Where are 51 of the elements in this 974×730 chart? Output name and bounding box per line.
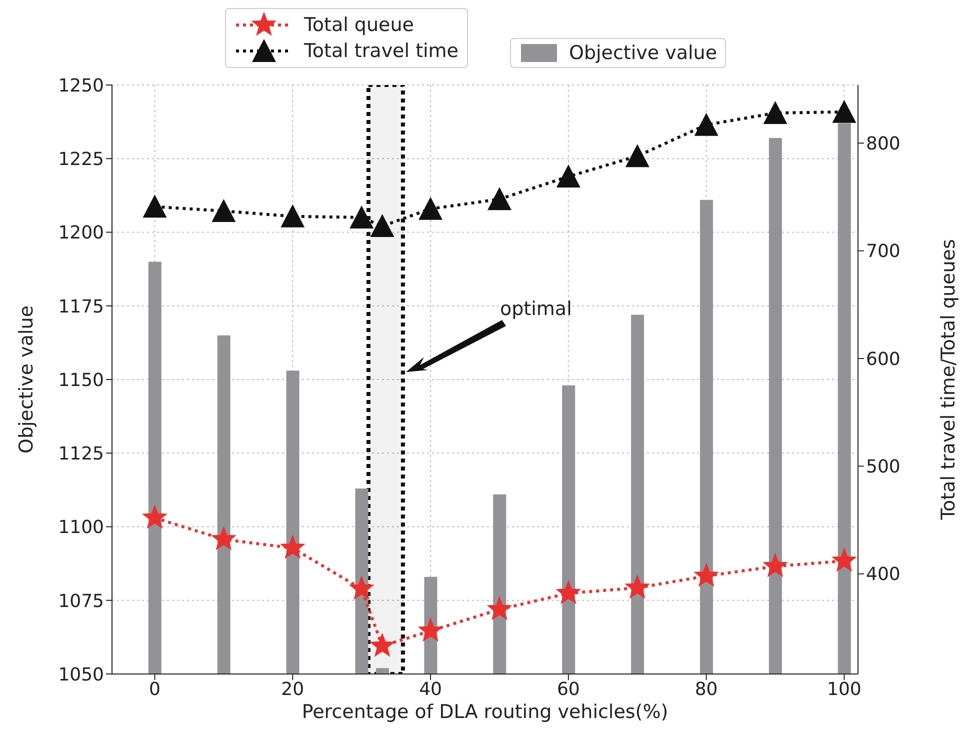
point [212, 198, 236, 222]
y2-tick-label: 700 [866, 241, 900, 262]
point [487, 187, 512, 210]
y-tick-label: 1175 [58, 296, 104, 318]
point [350, 205, 374, 228]
legend-label: Objective value [569, 42, 718, 64]
x-tick-label: 0 [149, 678, 160, 700]
point [832, 100, 856, 123]
x-tick-label: 100 [827, 678, 862, 700]
y2-tick-label: 600 [866, 348, 900, 370]
x-tick-label: 60 [556, 678, 580, 700]
point [694, 112, 718, 136]
y2-tick-label: 800 [866, 134, 900, 155]
point [418, 196, 443, 220]
point [694, 564, 718, 586]
x-axis-title: Percentage of DLA routing vehicles(%) [302, 701, 668, 723]
y-tick-label: 1150 [58, 370, 104, 391]
point [370, 214, 394, 238]
point [280, 536, 305, 558]
y-tick-label: 1050 [58, 664, 104, 686]
point [370, 634, 394, 656]
point [142, 194, 167, 218]
y-axis-title: Objective value [16, 305, 38, 454]
x-tick-label: 20 [281, 678, 304, 700]
y2-tick-label: 400 [866, 564, 900, 586]
y2-tick-label: 500 [866, 456, 900, 478]
y-tick-label: 1225 [58, 149, 104, 170]
point [212, 526, 236, 550]
y-tick-label: 1250 [58, 75, 104, 96]
y-tick-label: 1100 [58, 517, 104, 538]
point [832, 548, 856, 572]
point [556, 164, 580, 188]
y2-axis-title: Total travel time/Total queues [938, 239, 960, 521]
point [488, 596, 512, 620]
x-tick-label: 80 [694, 678, 718, 700]
point [625, 144, 650, 168]
legend-label: Total queue [304, 14, 414, 36]
y-tick-label: 1125 [58, 444, 104, 465]
point [625, 575, 650, 598]
point [280, 204, 305, 228]
point [418, 618, 442, 642]
legend-label: Total travel time [304, 40, 458, 62]
point [763, 100, 788, 124]
x-tick-label: 40 [419, 678, 442, 700]
y-tick-label: 1075 [58, 590, 104, 612]
point [556, 580, 580, 604]
annotation: optimal [500, 298, 572, 320]
point [763, 554, 788, 577]
point [350, 576, 374, 600]
y-tick-label: 1200 [58, 222, 104, 244]
point [142, 505, 167, 528]
